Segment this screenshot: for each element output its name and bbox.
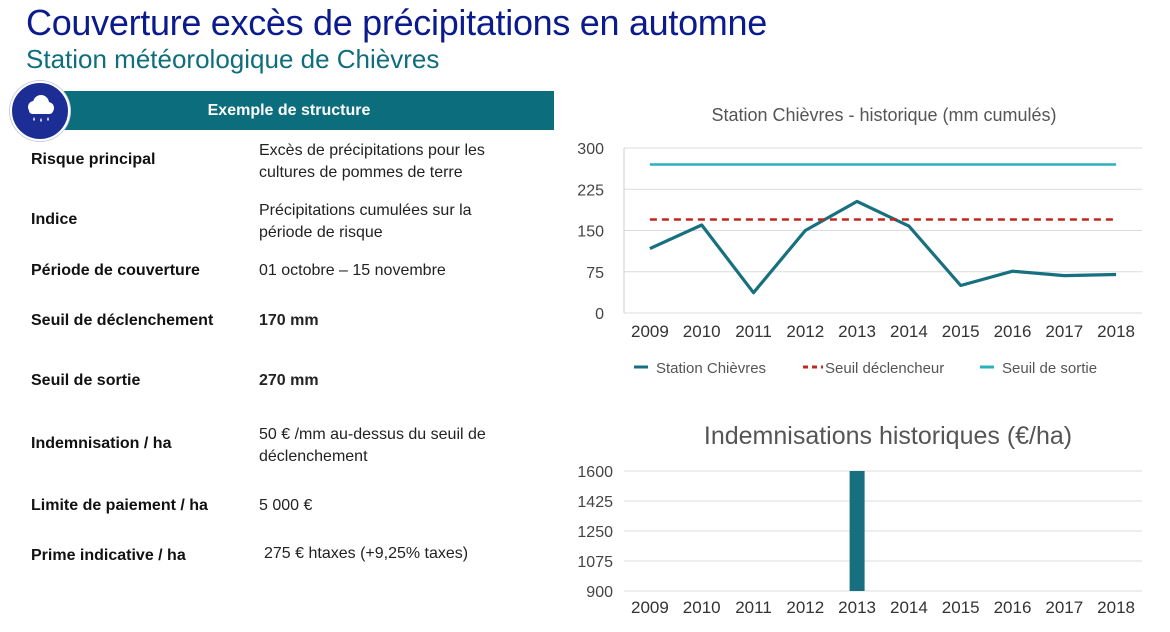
- bar-y-tick-label: 1075: [577, 554, 613, 571]
- bar-y-tick-label: 1600: [577, 464, 613, 481]
- bar-x-tick-label: 2011: [735, 598, 772, 617]
- page-subtitle: Station météorologique de Chièvres: [26, 44, 440, 74]
- legend-label: Seuil de sortie: [1002, 360, 1097, 377]
- rainfall-history-chart: Station Chièvres - historique (mm cumulé…: [577, 105, 1142, 377]
- line-x-tick-label: 2012: [786, 322, 824, 341]
- bar-y-tick-label: 1250: [577, 524, 613, 541]
- rain-cloud-icon: [10, 81, 70, 141]
- line-x-tick-label: 2018: [1097, 322, 1135, 341]
- row-label-index: Indice: [31, 211, 78, 228]
- structure-banner: Exemple de structure: [64, 91, 554, 130]
- bar-x-tick-label: 2010: [683, 598, 721, 617]
- bar-y-tick-label: 1425: [577, 494, 613, 511]
- row-value-indemnity: 50 € /mm au-dessus du seuil de déclenche…: [259, 426, 486, 465]
- indemnity-bar: [849, 471, 865, 591]
- row-value-premium: 275 € htaxes (+9,25% taxes): [264, 545, 469, 562]
- row-value-limit: 5 000 €: [259, 497, 313, 514]
- row-value-trigger: 170 mm: [259, 312, 319, 329]
- bar-y-tick-label: 900: [586, 584, 613, 601]
- line-x-tick-label: 2009: [631, 322, 669, 341]
- row-label-limit: Limite de paiement / ha: [31, 497, 208, 514]
- line-x-tick-label: 2016: [994, 322, 1032, 341]
- line-x-tick-label: 2010: [683, 322, 721, 341]
- row-value-exit: 270 mm: [259, 372, 319, 389]
- row-label-trigger: Seuil de déclenchement: [31, 312, 214, 329]
- station-chievres-line: [649, 199, 1117, 295]
- bar-x-tick-label: 2018: [1097, 598, 1135, 617]
- bar-x-tick-label: 2014: [890, 598, 928, 617]
- row-value-period: 01 octobre – 15 novembre: [259, 262, 446, 279]
- indemnity-history-chart: Indemnisations historiques (€/ha) 900 107…: [577, 422, 1142, 617]
- legend-label: Station Chièvres: [656, 360, 766, 377]
- line-y-tick-label: 0: [595, 306, 604, 323]
- row-label-exit: Seuil de sortie: [31, 372, 141, 389]
- line-y-tick-label: 75: [586, 265, 604, 282]
- line-x-tick-label: 2014: [890, 322, 928, 341]
- bar-x-tick-label: 2015: [942, 598, 980, 617]
- row-label-period: Période de couverture: [31, 262, 200, 279]
- row-value-index: Précipitations cumulées sur la période d…: [259, 202, 472, 241]
- row-label-risk: Risque principal: [31, 151, 156, 168]
- legend-label: Seuil déclencheur: [825, 360, 944, 377]
- line-x-tick-label: 2013: [838, 322, 876, 341]
- line-x-tick-label: 2011: [735, 322, 772, 341]
- page-title: Couverture excès de précipitations en au…: [26, 2, 767, 43]
- line-x-tick-label: 2015: [942, 322, 980, 341]
- line-y-tick-label: 150: [577, 224, 604, 241]
- line-y-tick-label: 300: [577, 141, 604, 158]
- bar-x-tick-label: 2012: [786, 598, 824, 617]
- line-chart-title: Station Chièvres - historique (mm cumulé…: [711, 105, 1056, 125]
- line-y-tick-label: 225: [577, 182, 604, 199]
- row-label-premium: Prime indicative / ha: [31, 547, 186, 564]
- structure-banner-label: Exemple de structure: [207, 101, 371, 119]
- line-x-tick-label: 2017: [1045, 322, 1083, 341]
- bar-x-tick-label: 2016: [994, 598, 1032, 617]
- row-label-indemnity: Indemnisation / ha: [31, 435, 172, 452]
- bar-x-tick-label: 2009: [631, 598, 669, 617]
- bar-chart-title: Indemnisations historiques (€/ha): [704, 422, 1072, 450]
- bar-x-tick-label: 2013: [838, 598, 876, 617]
- bar-x-tick-label: 2017: [1045, 598, 1083, 617]
- row-value-risk: Excès de précipitations pour les culture…: [259, 142, 485, 181]
